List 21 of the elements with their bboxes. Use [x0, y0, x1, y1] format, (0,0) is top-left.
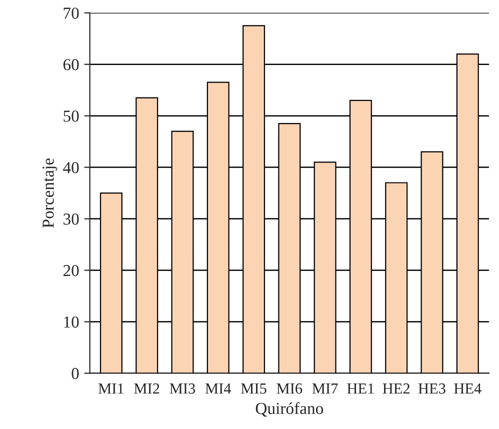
x-tick-label: MI2 — [134, 383, 160, 394]
x-tick-label: MI7 — [312, 384, 338, 394]
y-axis-title: Porcentaje — [42, 158, 58, 228]
y-tick-label: 40 — [63, 162, 79, 174]
y-tick-label: 10 — [64, 316, 79, 328]
x-tick-label: MI3 — [170, 383, 196, 394]
x-tick-label: MI6 — [276, 383, 302, 394]
y-tick-label: 30 — [64, 213, 79, 225]
x-tick-label: MI1 — [98, 383, 124, 394]
y-tick-label: 50 — [64, 110, 79, 122]
x-tick-label: HE2 — [382, 383, 410, 394]
x-tick-label: HE1 — [347, 383, 374, 394]
x-tick-label: MI5 — [241, 384, 266, 394]
y-tick-label: 70 — [64, 8, 79, 19]
x-axis-title: Quirófano — [256, 402, 324, 417]
y-tick-label: 60 — [63, 59, 79, 70]
x-tick-label: MI4 — [205, 383, 232, 394]
y-tick-label: 0 — [72, 368, 79, 380]
y-tick-label: 20 — [63, 264, 79, 276]
x-tick-label: HE3 — [418, 383, 446, 394]
x-tick-label: HE4 — [454, 383, 482, 394]
